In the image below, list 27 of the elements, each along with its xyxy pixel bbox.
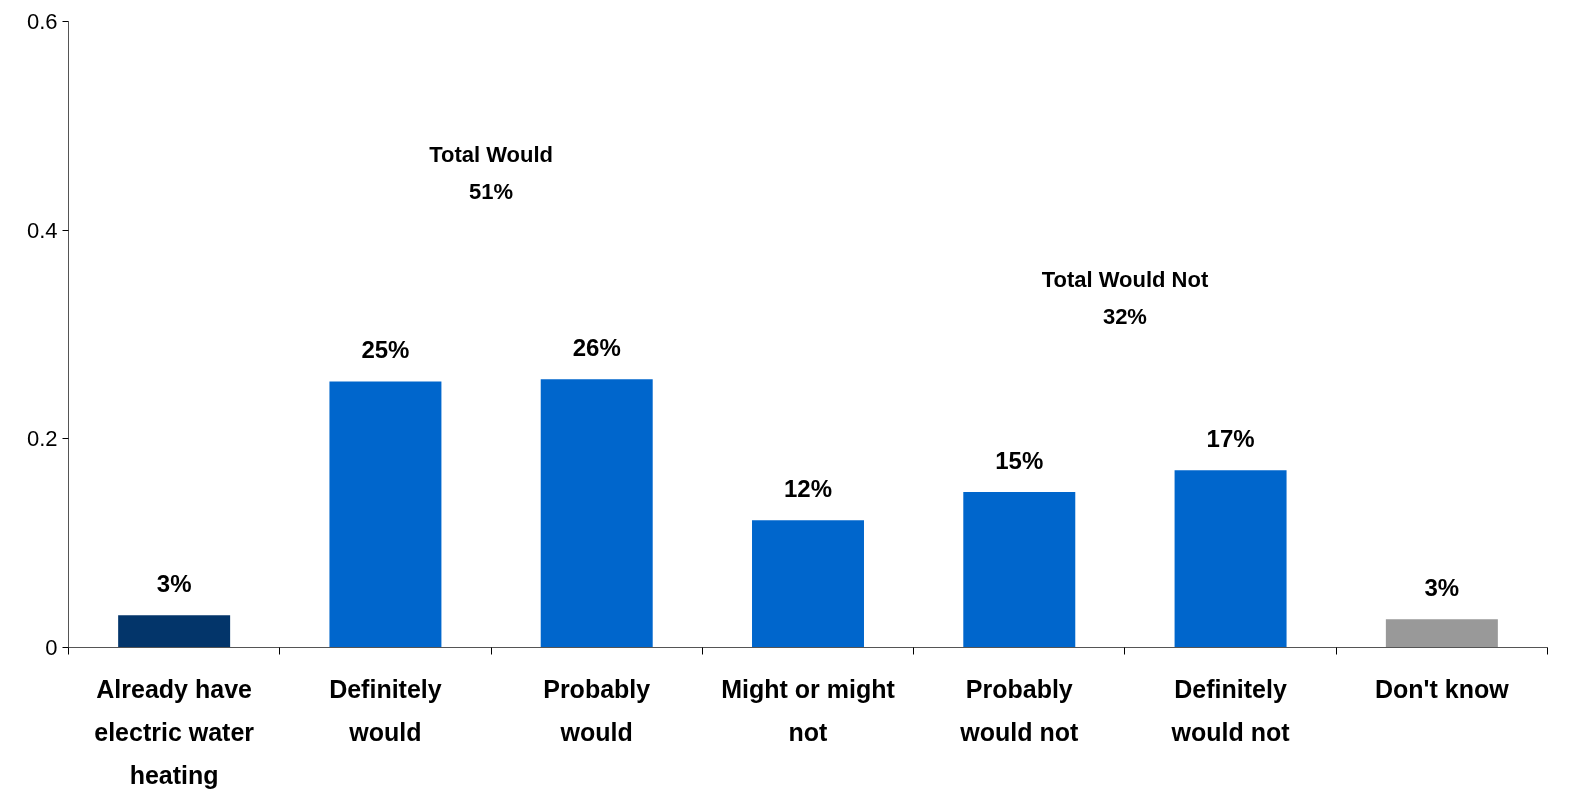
- bar: [329, 381, 442, 648]
- y-tick-label: 0.4: [26, 217, 58, 243]
- bar: [963, 492, 1076, 648]
- bar: [118, 615, 231, 648]
- x-tick-label: Already have electric water heating: [94, 674, 255, 790]
- data-label: 12%: [783, 475, 833, 503]
- annotation: Total Would 51%: [429, 141, 553, 205]
- bar: [1385, 619, 1498, 648]
- data-label: 3%: [1424, 574, 1460, 602]
- data-label: 17%: [1206, 425, 1255, 453]
- data-label: 3%: [156, 570, 192, 598]
- bar: [540, 379, 653, 648]
- data-label: 26%: [572, 334, 621, 362]
- y-tick-label: 0.6: [26, 9, 58, 34]
- x-tick-label: Don't know: [1375, 674, 1510, 703]
- bar: [752, 520, 864, 648]
- x-tick-label: Probably would: [543, 674, 651, 746]
- data-label: 25%: [361, 336, 410, 364]
- x-tick-label: Definitely would not: [1170, 674, 1291, 746]
- bar: [1174, 470, 1287, 648]
- x-tick-label: Might or might not: [721, 674, 896, 746]
- x-tick-label: Probably would not: [959, 674, 1079, 746]
- annotation: Total Would Not 32%: [1041, 266, 1209, 330]
- y-tick-label: 0: [45, 635, 58, 660]
- x-tick-label: Definitely would: [329, 674, 442, 746]
- y-tick-label: 0.2: [26, 426, 58, 452]
- data-label: 15%: [995, 447, 1044, 475]
